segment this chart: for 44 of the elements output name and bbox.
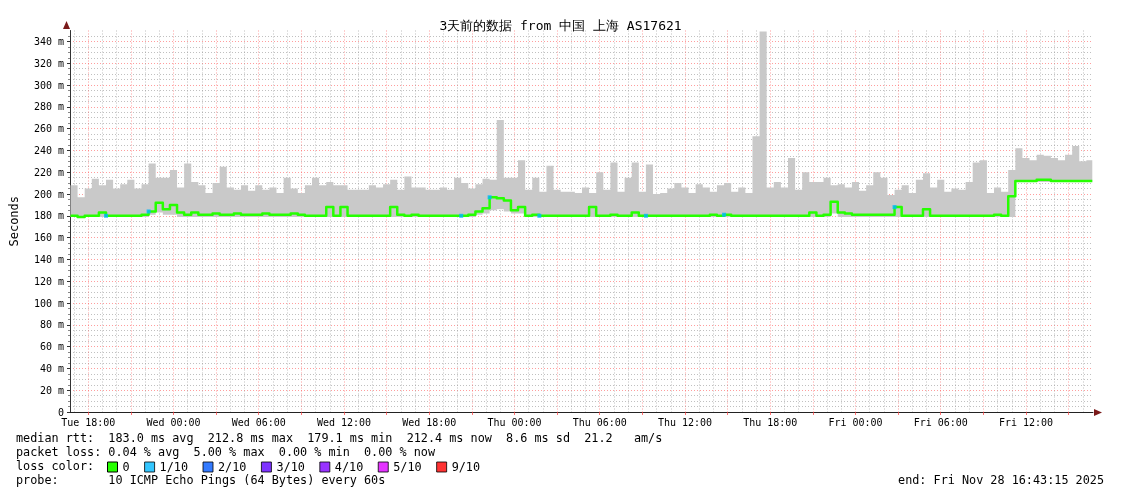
text: end: Fri Nov 28 16:43:15 2025 xyxy=(898,473,1104,487)
legend-label: 1/10 xyxy=(159,460,189,474)
x-tick-label: Thu 06:00 xyxy=(572,416,627,428)
text: packet loss: 0.04 % avg 5.00 % max 0.00 % min 0.00 % now xyxy=(16,445,436,459)
text: median rtt: 183.0 ms avg 212.8 ms max 179.1 ms min 212.4 ms now 8.6 ms sd 21.2 am/s xyxy=(16,431,663,445)
text: probe: 10 ICMP Echo Pings (64 Bytes) every 60s xyxy=(16,473,386,487)
y-tick-label: 240 m xyxy=(33,144,64,156)
y-tick-label: 140 m xyxy=(33,253,64,265)
y-tick-label: 340 m xyxy=(33,35,64,47)
legend-label: 5/10 xyxy=(393,460,422,474)
legend-label: 0 xyxy=(122,460,130,474)
x-tick-label: Wed 18:00 xyxy=(402,416,457,428)
x-tick-label: Thu 12:00 xyxy=(657,416,713,428)
x-tick-label: Thu 00:00 xyxy=(487,416,542,428)
y-tick-label: 20 m xyxy=(39,384,64,396)
y-tick-label: 120 m xyxy=(33,275,64,287)
y-tick-label: 0 xyxy=(57,406,64,418)
x-tick-label: Wed 00:00 xyxy=(146,416,201,428)
chart-title: 3天前的数据 from 中国 上海 AS17621 xyxy=(439,18,682,33)
x-tick-label: Fri 06:00 xyxy=(913,416,968,428)
legend-title: loss color: xyxy=(16,459,95,473)
x-tick-label: Tue 18:00 xyxy=(61,416,116,428)
y-axis-title: Seconds xyxy=(7,195,21,247)
legend-label: 2/10 xyxy=(218,460,247,474)
y-tick-label: 200 m xyxy=(33,188,64,200)
y-tick-label: 280 m xyxy=(33,101,64,113)
x-tick-label: Wed 12:00 xyxy=(316,416,372,428)
legend-label: 3/10 xyxy=(276,460,305,474)
y-tick-label: 80 m xyxy=(39,319,64,331)
x-tick-label: Fri 12:00 xyxy=(998,416,1054,428)
legend-label: 4/10 xyxy=(334,460,364,474)
y-tick-label: 260 m xyxy=(33,123,64,135)
y-tick-label: 320 m xyxy=(33,57,64,69)
y-tick-label: 220 m xyxy=(33,166,64,178)
x-tick-label: Fri 00:00 xyxy=(828,416,883,428)
y-tick-label: 300 m xyxy=(33,79,64,91)
legend-label: 9/10 xyxy=(451,460,481,474)
y-tick-label: 60 m xyxy=(39,341,64,353)
y-tick-label: 180 m xyxy=(33,210,64,222)
y-tick-label: 40 m xyxy=(39,362,64,374)
x-tick-label: Wed 06:00 xyxy=(231,416,286,428)
y-tick-label: 100 m xyxy=(33,297,64,309)
x-tick-label: Thu 18:00 xyxy=(743,416,798,428)
y-tick-label: 160 m xyxy=(33,232,64,244)
